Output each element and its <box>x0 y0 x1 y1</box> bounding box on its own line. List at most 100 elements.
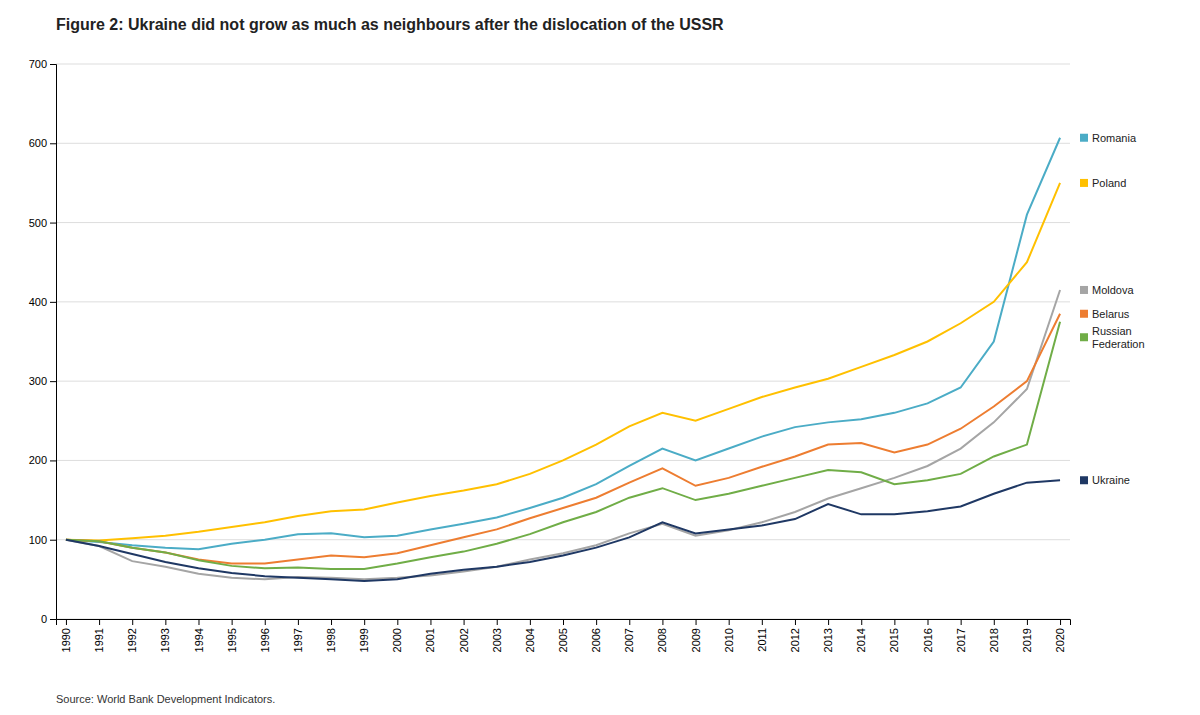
x-tick-label: 2004 <box>524 628 536 652</box>
grid-line <box>56 301 1070 302</box>
x-tick-label: 2020 <box>1054 628 1066 652</box>
x-tick-label: 2000 <box>391 628 403 652</box>
y-tick-mark <box>50 460 56 461</box>
grid-line <box>56 143 1070 144</box>
x-tick-mark <box>828 619 829 625</box>
x-tick: 1993 <box>159 619 171 652</box>
x-tick-mark <box>563 619 564 625</box>
x-tick: 2017 <box>955 619 967 652</box>
label-swatch <box>1080 179 1088 187</box>
x-tick-mark <box>298 619 299 625</box>
x-tick: 2008 <box>656 619 668 652</box>
x-tick-mark <box>265 619 266 625</box>
x-tick-label: 1990 <box>60 628 72 652</box>
series-line <box>66 183 1060 541</box>
x-tick: 2019 <box>1021 619 1033 652</box>
label-swatch <box>1080 310 1088 318</box>
x-tick-mark <box>331 619 332 625</box>
y-tick: 200 <box>29 454 56 466</box>
x-tick: 2014 <box>855 619 867 652</box>
x-tick-label: 2015 <box>888 628 900 652</box>
y-tick: 300 <box>29 375 56 387</box>
plot: 0100200300400500600700199019911992199319… <box>29 58 1145 652</box>
y-axis-line <box>50 65 57 620</box>
lines <box>66 138 1060 581</box>
x-tick: 1992 <box>126 619 138 652</box>
x-tick-mark <box>762 619 763 625</box>
y-tick: 500 <box>29 217 56 229</box>
x-tick: 1991 <box>93 619 105 652</box>
source: Source: World Bank Development Indicator… <box>56 693 275 705</box>
x-tick: 1998 <box>325 619 337 652</box>
y-tick-label: 300 <box>29 375 47 387</box>
grid-line <box>56 381 1070 382</box>
x-tick: 1997 <box>292 619 304 652</box>
x-tick-label: 2018 <box>988 628 1000 652</box>
x-tick-mark <box>497 619 498 625</box>
x-tick-label: 2002 <box>458 628 470 652</box>
x-tick: 1990 <box>60 619 72 652</box>
x-tick-label: 2013 <box>822 628 834 652</box>
x-tick-label: 2009 <box>690 628 702 652</box>
y-tick-label: 100 <box>29 534 47 546</box>
x-tick-label: 1991 <box>93 628 105 652</box>
x-tick-mark <box>132 619 133 625</box>
x-tick-mark <box>165 619 166 625</box>
y-tick-label: 700 <box>29 58 47 70</box>
x-tick-label: 2014 <box>855 628 867 652</box>
series-line <box>66 322 1060 569</box>
x-tick-mark <box>1027 619 1028 625</box>
x-tick-label: 2005 <box>557 628 569 652</box>
y-tick-mark <box>50 64 56 65</box>
x-tick: 2013 <box>822 619 834 652</box>
x-tick-label: 2001 <box>424 628 436 652</box>
y-tick: 700 <box>29 58 56 70</box>
x-tick: 1996 <box>259 619 271 652</box>
y-tick-mark <box>50 302 56 303</box>
y-tick: 0 <box>41 613 56 625</box>
y-tick-label: 400 <box>29 296 47 308</box>
y-tick: 400 <box>29 296 56 308</box>
y-tick-label: 500 <box>29 217 47 229</box>
x-tick-label: 2017 <box>955 628 967 652</box>
series-label: Romania <box>1092 132 1137 144</box>
x-tick: 2011 <box>756 619 768 652</box>
y-axis: 0100200300400500600700 <box>29 58 57 625</box>
y-tick-mark <box>50 619 56 620</box>
y-tick-label: 0 <box>41 613 47 625</box>
x-tick: 2004 <box>524 619 536 652</box>
grid <box>56 64 1070 619</box>
series-labels: RomaniaPolandMoldovaBelarusRussianFedera… <box>1080 132 1145 487</box>
grid-line <box>56 539 1070 540</box>
x-tick: 2009 <box>690 619 702 652</box>
label-swatch <box>1080 134 1088 142</box>
x-tick-label: 2012 <box>789 628 801 652</box>
y-tick-mark <box>50 381 56 382</box>
series-line <box>66 314 1060 564</box>
x-tick-label: 1997 <box>292 628 304 652</box>
x-tick-label: 2011 <box>756 628 768 652</box>
x-tick-mark <box>629 619 630 625</box>
y-tick-label: 200 <box>29 454 47 466</box>
x-tick-mark <box>232 619 233 625</box>
x-tick: 2007 <box>623 619 635 652</box>
x-tick: 2012 <box>789 619 801 652</box>
x-tick: 1994 <box>193 619 205 652</box>
x-tick-label: 1992 <box>126 628 138 652</box>
y-tick-mark <box>50 143 56 144</box>
y-tick-mark <box>50 540 56 541</box>
x-tick-mark <box>795 619 796 625</box>
x-tick-mark <box>662 619 663 625</box>
series-label: Ukraine <box>1092 474 1130 486</box>
x-tick: 2010 <box>723 619 735 652</box>
x-tick-mark <box>928 619 929 625</box>
x-tick: 2005 <box>557 619 569 652</box>
x-tick-mark <box>99 619 100 625</box>
series-line <box>66 290 1060 579</box>
x-tick: 2002 <box>458 619 470 652</box>
x-tick: 2015 <box>888 619 900 652</box>
series-label: RussianFederation <box>1092 325 1145 350</box>
x-tick: 2000 <box>391 619 403 652</box>
series-label: Moldova <box>1092 284 1134 296</box>
grid-line <box>56 222 1070 223</box>
